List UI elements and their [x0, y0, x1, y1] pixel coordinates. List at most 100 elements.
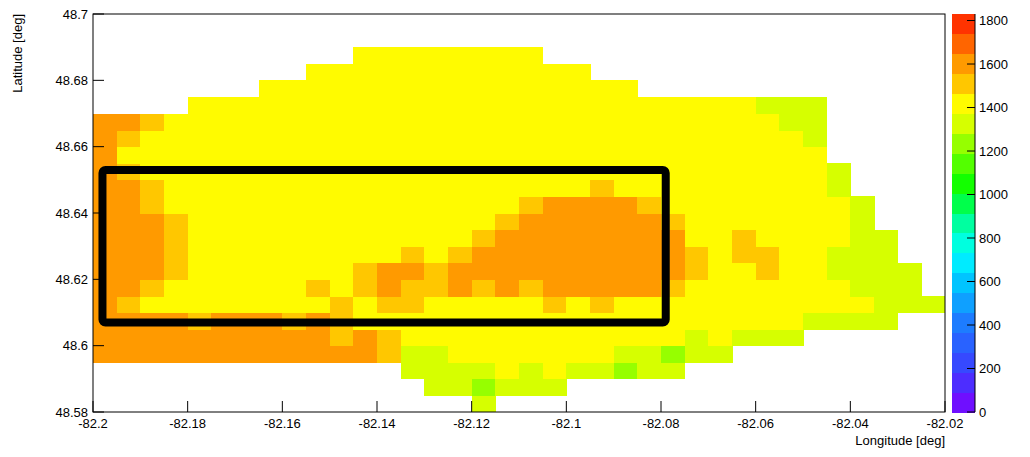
cell — [779, 313, 803, 330]
cell — [519, 279, 543, 296]
cell — [637, 362, 661, 379]
colorbar-band — [952, 173, 975, 193]
cell — [779, 163, 803, 180]
cell — [519, 130, 543, 147]
cell — [756, 130, 780, 147]
cell — [353, 196, 377, 213]
cell — [472, 230, 496, 247]
cell — [282, 329, 306, 346]
cell — [330, 346, 354, 363]
cell — [756, 246, 780, 263]
frame — [93, 14, 945, 412]
cell — [330, 114, 354, 131]
cell — [779, 97, 803, 114]
cell — [661, 147, 685, 164]
cell — [164, 279, 188, 296]
cell — [543, 80, 567, 97]
x-tick — [93, 401, 94, 412]
cell — [472, 362, 496, 379]
cell — [779, 230, 803, 247]
cell — [401, 213, 425, 230]
cell — [519, 296, 543, 313]
cell — [424, 47, 448, 64]
cell — [306, 130, 330, 147]
cell — [803, 279, 827, 296]
cell — [424, 346, 448, 363]
cell — [850, 296, 874, 313]
cell — [235, 97, 259, 114]
x-tick — [755, 401, 756, 412]
cell — [803, 114, 827, 131]
cell — [756, 196, 780, 213]
cell — [306, 196, 330, 213]
cell — [543, 180, 567, 197]
cell — [921, 296, 945, 313]
cell — [827, 246, 851, 263]
y-tick — [93, 80, 104, 81]
cell — [401, 263, 425, 280]
cell — [188, 196, 212, 213]
cell — [211, 97, 235, 114]
cell — [756, 313, 780, 330]
cell — [117, 213, 141, 230]
cell — [543, 114, 567, 131]
cell — [235, 130, 259, 147]
cell — [614, 230, 638, 247]
cell — [495, 296, 519, 313]
cell — [495, 279, 519, 296]
cell — [306, 213, 330, 230]
cells — [93, 47, 945, 412]
cell — [708, 246, 732, 263]
cell — [614, 329, 638, 346]
cell — [732, 213, 756, 230]
cell — [685, 130, 709, 147]
cell — [566, 329, 590, 346]
cell — [401, 80, 425, 97]
cell — [898, 296, 922, 313]
cell — [614, 246, 638, 263]
colorbar-tick — [967, 325, 975, 326]
cell — [495, 263, 519, 280]
cell — [803, 313, 827, 330]
cell — [259, 180, 283, 197]
cell — [543, 246, 567, 263]
cell — [543, 329, 567, 346]
cell — [424, 329, 448, 346]
cell — [93, 147, 117, 164]
cell — [448, 114, 472, 131]
cell — [803, 296, 827, 313]
cell — [93, 346, 117, 363]
cell — [259, 97, 283, 114]
cell — [188, 329, 212, 346]
colorbar-tick-label: 1600 — [979, 57, 1008, 72]
cell — [566, 213, 590, 230]
cell — [448, 346, 472, 363]
cell — [353, 80, 377, 97]
cell — [282, 279, 306, 296]
cell — [306, 114, 330, 131]
cell — [614, 130, 638, 147]
cell — [353, 114, 377, 131]
cell — [472, 80, 496, 97]
cell — [874, 296, 898, 313]
cell — [235, 346, 259, 363]
cell — [827, 180, 851, 197]
cell — [590, 329, 614, 346]
cell — [306, 263, 330, 280]
cell — [424, 246, 448, 263]
cell — [330, 246, 354, 263]
cell — [708, 230, 732, 247]
cell — [756, 329, 780, 346]
cell — [732, 147, 756, 164]
cell — [448, 97, 472, 114]
x-tick-label: -82.08 — [643, 416, 680, 431]
cell — [590, 196, 614, 213]
cell — [401, 114, 425, 131]
cell — [637, 97, 661, 114]
cell — [756, 114, 780, 131]
cell — [685, 97, 709, 114]
cell — [353, 130, 377, 147]
cell — [732, 230, 756, 247]
cell — [732, 313, 756, 330]
cell — [472, 246, 496, 263]
